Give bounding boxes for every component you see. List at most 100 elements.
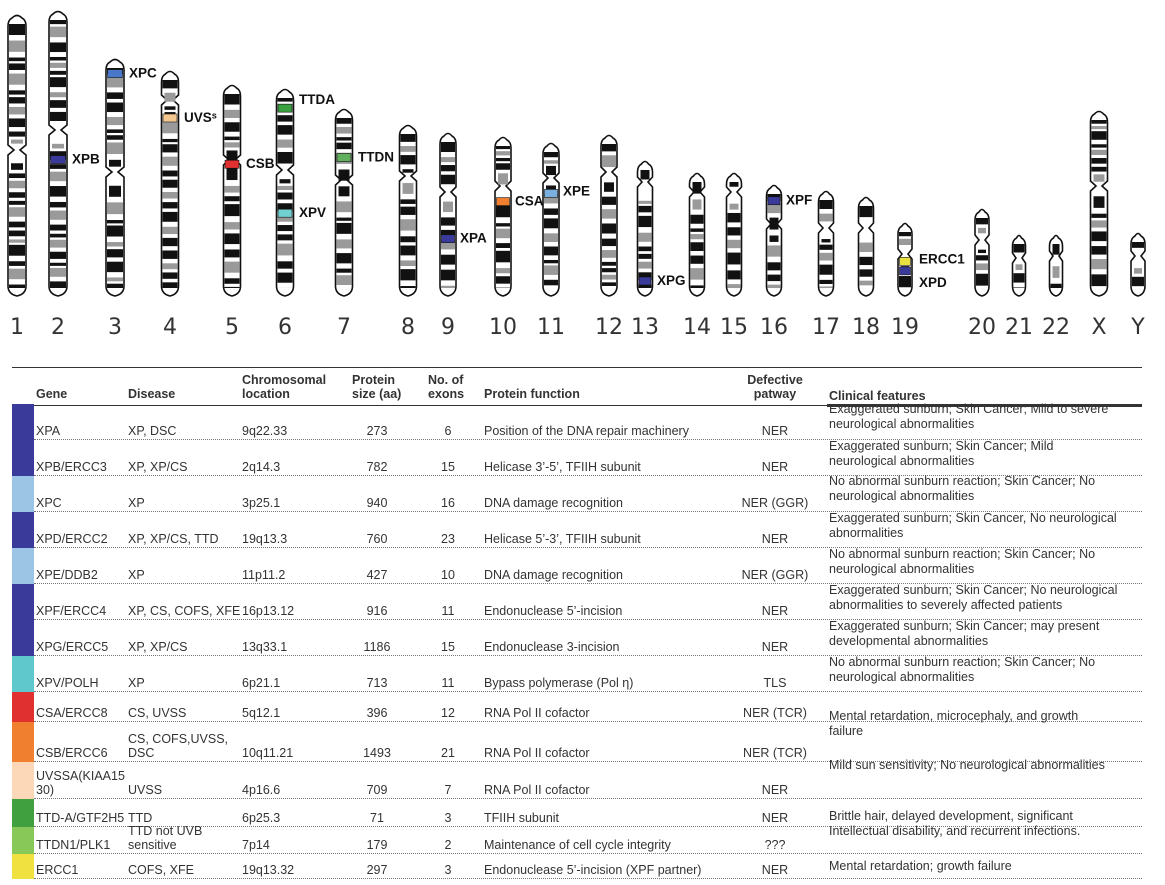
chromosome-band — [638, 272, 652, 281]
cell-disease: XP, XP/CS, TTD — [128, 532, 219, 546]
chromosome-16 — [765, 184, 783, 297]
chromosome-band — [441, 229, 455, 236]
chromosome-number-label: 12 — [595, 315, 623, 340]
row-color-swatch — [12, 476, 34, 512]
cell-protein-function: DNA damage recognition — [484, 496, 623, 510]
gene-table: Gene Disease Chromosomal location Protei… — [12, 367, 1142, 882]
chromosome-number-label: X — [1091, 315, 1106, 340]
chromosome-8 — [398, 124, 418, 297]
chromosome-band — [277, 215, 293, 222]
cell-location: 9q22.33 — [242, 424, 288, 438]
row-divider — [34, 798, 1142, 799]
chromosome-band — [604, 182, 614, 192]
chromosome-band — [638, 232, 652, 242]
chromosome-band — [107, 92, 123, 99]
clinical-feature-text: No abnormal sunburn reaction; Skin Cance… — [829, 547, 1096, 576]
chromosome-band — [1091, 126, 1107, 130]
chromosome-11 — [542, 142, 560, 297]
cell-protein-size: 273 — [366, 424, 388, 438]
chromosome-14 — [688, 172, 706, 297]
chromosome-band — [769, 235, 779, 242]
chromosome-band — [277, 261, 293, 269]
gene-marker-label: UVSˢ — [184, 110, 217, 125]
chromosome-band — [50, 251, 66, 259]
chromosome-band — [400, 286, 416, 288]
chromosome-band — [107, 142, 123, 155]
chromosome-band — [1013, 244, 1025, 253]
chromosome-band — [11, 139, 23, 144]
clinical-feature-text: Mental retardation; growth failure — [829, 859, 1012, 873]
chromosome-band — [50, 20, 66, 25]
cell-gene: CSB/ERCC6 — [36, 746, 108, 760]
cell-protein-size: 179 — [366, 838, 388, 852]
chromosome-band — [546, 185, 556, 191]
cell-exons: 7 — [444, 783, 452, 797]
gene-marker-band — [162, 113, 178, 123]
chromosome-number-label: 5 — [225, 315, 239, 340]
chromosome-band — [441, 217, 455, 226]
chromosome-band — [441, 238, 455, 250]
cell-pathway: NER — [761, 863, 789, 877]
chromosome-band — [602, 282, 616, 286]
cell-protein-function: Endonuclease 3-incision — [484, 640, 620, 654]
chromosome-band — [496, 228, 510, 239]
chromosome-band — [9, 284, 25, 288]
chromosome-band — [544, 208, 558, 215]
chromosome-band — [1013, 273, 1025, 283]
chromosome-4 — [160, 70, 180, 297]
cell-protein-size: 940 — [366, 496, 388, 510]
chromosome-band — [496, 146, 510, 150]
chromosome-band — [441, 285, 455, 288]
row-divider — [34, 547, 1142, 548]
chromosome-band — [50, 100, 66, 108]
row-color-swatch — [12, 512, 34, 548]
table-row: XPA XP, DSC 9q22.33 273 6 Position of the DNA… — [12, 404, 1142, 440]
cell-protein-function: Bypass polymerase (Pol η) — [484, 676, 634, 690]
chromosome-band — [544, 160, 558, 164]
chromosome-18 — [857, 196, 875, 297]
chromosome-band — [400, 134, 416, 142]
chromosome-band — [1091, 120, 1107, 124]
chromosome-band — [638, 253, 652, 259]
row-divider — [34, 583, 1142, 584]
chromosome-band — [544, 233, 558, 242]
cell-protein-size: 760 — [366, 532, 388, 546]
table-row: XPE/DDB2 XP 11p11.2 427 10 DNA damage recogni… — [12, 548, 1142, 584]
cell-location: 11p11.2 — [242, 568, 286, 582]
chromosome-x — [1089, 110, 1109, 297]
chromosome-band — [819, 252, 833, 261]
chromosome-ideogram: 1 2 3 4 5 6 7 8 9 10 11 12 13 14 15 16 17 18 19 20 21 22 X YXPB… — [7, 10, 1146, 340]
row-color-swatch — [12, 548, 34, 584]
chromosome-15 — [725, 172, 743, 297]
chromosome-band — [496, 163, 510, 170]
chromosome-band — [496, 151, 510, 156]
cell-protein-function: RNA Pol II cofactor — [484, 746, 590, 760]
table-row: XPC XP 3p25.1 940 16 DNA damage recognition NE… — [12, 476, 1142, 512]
chromosome-band — [1091, 166, 1107, 172]
chromosome-band — [9, 173, 25, 179]
chromosome-band — [338, 186, 350, 197]
cell-exons: 15 — [441, 640, 455, 654]
chromosome-number-label: 8 — [401, 315, 415, 340]
cell-location: 6p21.1 — [242, 676, 281, 690]
chromosome-band — [638, 215, 652, 228]
cell-location: 3p25.1 — [242, 496, 281, 510]
chromosome-band — [162, 211, 178, 222]
chromosome-band — [226, 168, 238, 181]
chromosome-band — [402, 183, 414, 194]
chromosome-number-label: 21 — [1005, 315, 1033, 340]
chromosome-number-label: 1 — [10, 315, 24, 340]
table-row: TTDN1/PLK1 TTD not UVB sensitive 7p14 179 2 M… — [12, 824, 1142, 854]
gene-marker-label: TTDA — [299, 92, 335, 107]
chromosome-band — [9, 73, 25, 85]
chromosome-band — [767, 284, 781, 288]
cell-protein-size: 396 — [366, 706, 388, 720]
chromosome-band — [443, 201, 453, 213]
cell-gene: TTD-A/GTF2H5 — [36, 811, 125, 825]
chromosome-band — [441, 269, 455, 281]
cell-protein-function: Endonuclease 5’-incision — [484, 604, 623, 618]
chromosome-band — [1091, 131, 1107, 140]
cell-disease: CS, COFS,UVSS, DSC — [128, 732, 229, 760]
cell-pathway: NER — [761, 532, 789, 546]
header-location: Chromosomal location — [242, 373, 327, 401]
